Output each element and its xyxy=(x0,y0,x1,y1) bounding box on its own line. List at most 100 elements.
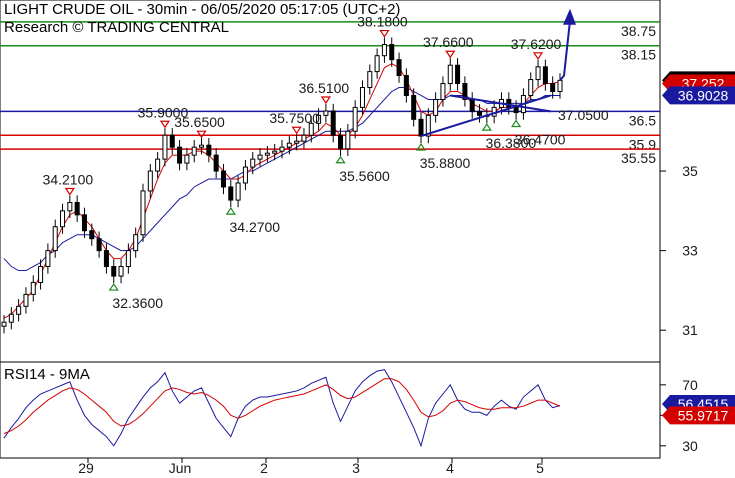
rsi-y-tick-label: 30 xyxy=(682,438,698,454)
candle-body xyxy=(8,313,14,323)
projection-arrow-line xyxy=(559,20,571,81)
trend-lines: 37.0500 xyxy=(420,8,609,138)
candle-body xyxy=(345,130,351,150)
y-tick-label: 33 xyxy=(682,243,698,259)
high-value-label: 35.6500 xyxy=(174,114,225,130)
candle-body xyxy=(111,266,117,277)
candle-body xyxy=(477,110,483,116)
candle-body xyxy=(199,144,205,148)
candle-body xyxy=(469,98,475,112)
high-value-label: 38.1800 xyxy=(357,14,408,30)
high-marker-icon xyxy=(379,29,390,38)
blue-ma-badge-bg xyxy=(662,86,735,105)
candle-body xyxy=(191,146,197,156)
candle-body xyxy=(447,64,453,85)
level-label: 38.75 xyxy=(621,23,656,39)
candle-body xyxy=(235,182,241,201)
candle-body xyxy=(96,238,102,252)
high-value-label: 35.7500 xyxy=(269,110,320,126)
candle-body xyxy=(147,170,153,192)
low-marker-icon xyxy=(108,282,119,291)
high-value-label: 35.9000 xyxy=(138,104,189,120)
candle-body xyxy=(38,266,44,283)
low-value-label: 32.3600 xyxy=(112,295,163,311)
candle-body xyxy=(177,146,183,164)
candle-body xyxy=(308,122,314,136)
trendline-label: 37.0500 xyxy=(558,107,609,123)
candle-body xyxy=(535,66,541,81)
candle-body xyxy=(550,83,556,92)
candle-body xyxy=(389,44,395,61)
high-marker-icon xyxy=(64,187,75,196)
low-value-label: 34.2700 xyxy=(229,219,280,235)
candle-body xyxy=(528,79,534,96)
candle-body xyxy=(228,186,234,201)
low-marker-icon xyxy=(510,119,522,128)
candle-body xyxy=(455,64,461,85)
chart-title: LIGHT CRUDE OIL - 30min - 06/05/2020 05:… xyxy=(4,1,400,18)
candle-body xyxy=(125,250,131,268)
high-marker-icon xyxy=(291,126,302,135)
candle-body xyxy=(352,106,358,132)
chart-subtitle: Research © TRADING CENTRAL xyxy=(4,19,229,36)
low-value-label: 36.3800 xyxy=(486,135,537,151)
rsi-ma-badge-bg xyxy=(662,406,735,425)
rsi-y-tick-label: 70 xyxy=(682,377,698,393)
candle-body xyxy=(133,234,139,252)
candle-body xyxy=(74,201,80,216)
level-label: 36.5 xyxy=(629,112,656,128)
high-value-label: 37.6600 xyxy=(423,34,474,50)
high-marker-icon xyxy=(445,50,456,59)
moving-averages xyxy=(3,63,561,319)
high-value-label: 34.2100 xyxy=(43,171,94,187)
candle-body xyxy=(250,158,256,168)
candle-body xyxy=(1,321,7,327)
level-label: 35.55 xyxy=(621,150,656,166)
candle-body xyxy=(45,250,51,268)
candle-body xyxy=(542,66,548,85)
y-tick-label: 35 xyxy=(682,163,698,179)
low-value-label: 35.5600 xyxy=(339,168,390,184)
rsi-lines xyxy=(3,369,561,448)
x-tick-label: 4 xyxy=(446,460,454,476)
rsi-ma-badge-label: 55.9717 xyxy=(678,407,729,423)
level-label: 35.9 xyxy=(629,136,656,152)
low-marker-icon xyxy=(335,155,346,164)
triangle-support-line xyxy=(420,94,551,138)
candle-body xyxy=(257,154,263,160)
candle-body xyxy=(220,170,226,188)
candle-body xyxy=(67,201,73,212)
rsi-title: RSI14 - 9MA xyxy=(4,366,90,383)
low-value-label: 35.8800 xyxy=(420,155,471,171)
candle-body xyxy=(418,118,424,137)
ma-red-line xyxy=(3,63,561,319)
candlesticks xyxy=(1,37,563,334)
candle-body xyxy=(118,266,124,277)
candle-body xyxy=(89,230,95,240)
candle-body xyxy=(411,94,417,120)
candle-body xyxy=(316,114,322,124)
x-tick-label: 2 xyxy=(260,460,268,476)
candle-body xyxy=(155,158,161,172)
candle-body xyxy=(81,214,87,232)
candle-body xyxy=(440,83,446,100)
candle-body xyxy=(403,75,409,96)
y-tick-label: 31 xyxy=(682,322,698,338)
candle-body xyxy=(242,166,248,184)
candle-body xyxy=(162,134,168,160)
candle-body xyxy=(301,134,307,142)
rsi-ma-line xyxy=(3,378,561,435)
candle-body xyxy=(272,150,278,154)
candle-body xyxy=(169,134,175,148)
candle-body xyxy=(52,226,58,252)
candle-body xyxy=(367,71,373,89)
blue-ma-badge-label: 36.9028 xyxy=(678,87,729,103)
candle-body xyxy=(557,79,563,92)
candle-body xyxy=(338,134,344,150)
low-marker-icon xyxy=(481,123,492,131)
candle-body xyxy=(425,114,431,137)
x-tick-label: 5 xyxy=(536,460,544,476)
